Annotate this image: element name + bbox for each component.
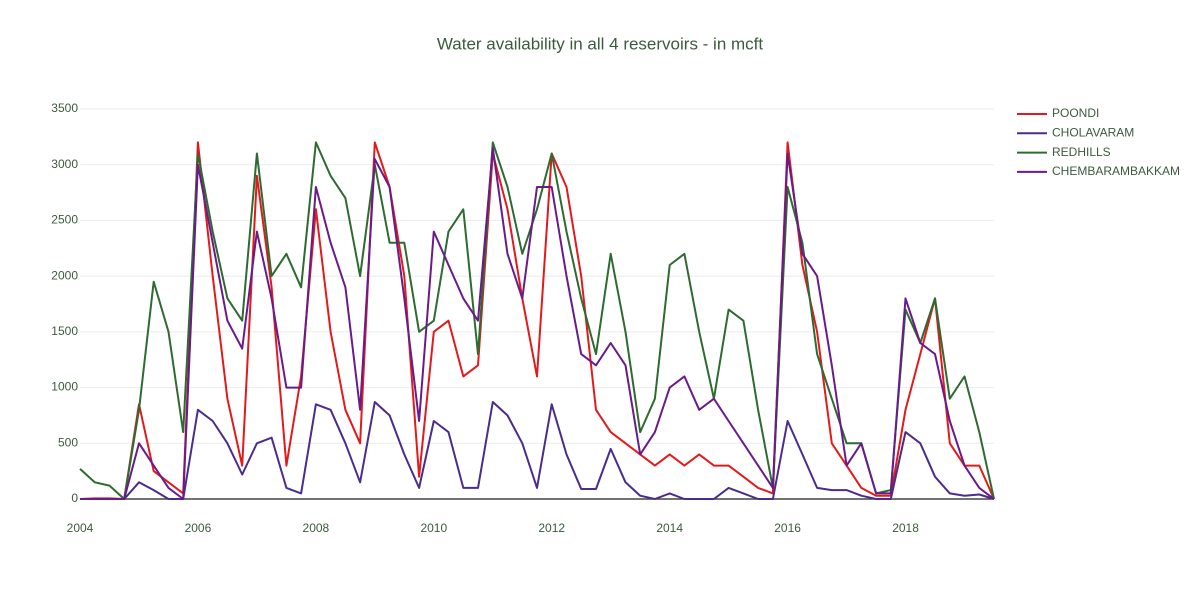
x-tick-label: 2014	[656, 521, 683, 535]
series-line	[80, 147, 995, 500]
x-tick-label: 2010	[420, 521, 447, 535]
x-tick-label: 2008	[303, 521, 330, 535]
y-tick-label: 0	[71, 491, 78, 505]
legend-label: POONDI	[1052, 106, 1099, 120]
series-line	[80, 401, 995, 500]
legend-label: CHOLAVARAM	[1052, 125, 1134, 139]
y-tick-label: 2500	[51, 213, 78, 227]
chart-title: Water availability in all 4 reservoirs -…	[437, 34, 764, 53]
legend-label: REDHILLS	[1052, 145, 1111, 159]
x-tick-label: 2004	[67, 521, 94, 535]
y-tick-label: 3500	[51, 101, 78, 115]
y-tick-label: 3000	[51, 157, 78, 171]
y-tick-label: 1000	[51, 380, 78, 394]
x-tick-label: 2018	[892, 521, 919, 535]
x-tick-label: 2016	[774, 521, 801, 535]
series-line	[79, 141, 995, 500]
x-tick-label: 2012	[538, 521, 565, 535]
legend-label: CHEMBARAMBAKKAM	[1052, 164, 1180, 178]
y-tick-label: 2000	[51, 268, 78, 282]
y-tick-label: 500	[58, 435, 78, 449]
x-tick-label: 2006	[185, 521, 212, 535]
y-tick-label: 1500	[51, 324, 78, 338]
